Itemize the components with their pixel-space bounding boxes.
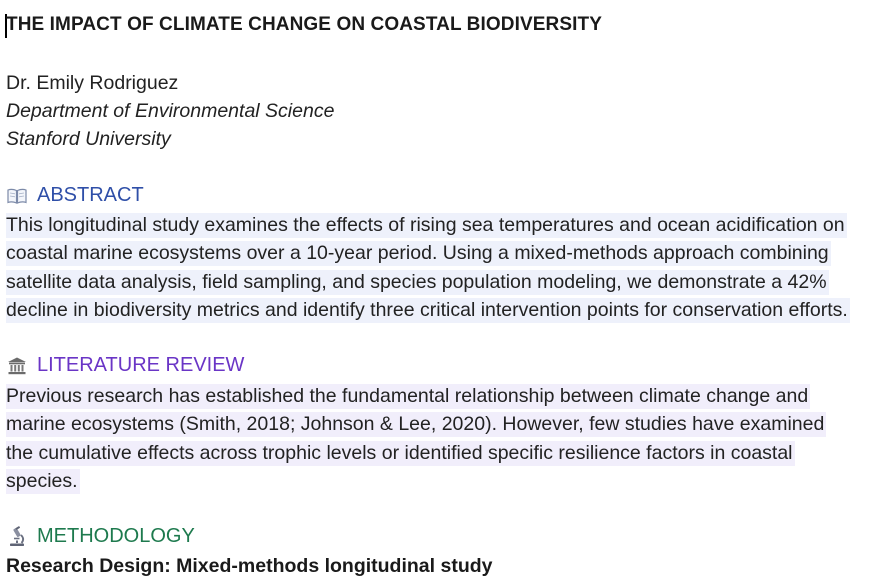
literature-review-line: marine ecosystems (Smith, 2018; Johnson …	[6, 412, 827, 438]
abstract-paragraph: This longitudinal study examines the eff…	[6, 211, 850, 324]
university-name: Stanford University	[6, 128, 171, 150]
paper-title: THE IMPACT OF CLIMATE CHANGE ON COASTAL …	[6, 14, 602, 35]
abstract-line: This longitudinal study examines the eff…	[6, 213, 847, 238]
literature-review-line: species.	[6, 468, 80, 494]
literature-review-heading-label: LITERATURE REVIEW	[37, 354, 245, 376]
literature-review-line: the cumulative effects across trophic le…	[6, 440, 795, 466]
department-name: Department of Environmental Science	[6, 100, 335, 122]
methodology-heading-label: METHODOLOGY	[37, 525, 195, 547]
abstract-line: satellite data analysis, field sampling,…	[6, 269, 829, 295]
text-cursor	[5, 14, 7, 38]
literature-review-heading: LITERATURE REVIEW	[6, 354, 244, 377]
microscope-icon	[6, 525, 28, 548]
research-design-subheading: Research Design: Mixed-methods longitudi…	[6, 555, 493, 577]
book-icon	[6, 185, 28, 207]
abstract-heading: ABSTRACT	[6, 184, 144, 207]
literature-review-paragraph: Previous research has established the fu…	[6, 382, 827, 495]
methodology-heading: METHODOLOGY	[6, 525, 195, 548]
abstract-heading-label: ABSTRACT	[37, 184, 144, 206]
abstract-line: decline in biodiversity metrics and iden…	[6, 297, 850, 323]
classical-building-icon	[6, 355, 28, 377]
author-name: Dr. Emily Rodriguez	[6, 72, 179, 94]
abstract-line: coastal marine ecosystems over a 10-year…	[6, 241, 831, 267]
literature-review-line: Previous research has established the fu…	[6, 384, 811, 409]
